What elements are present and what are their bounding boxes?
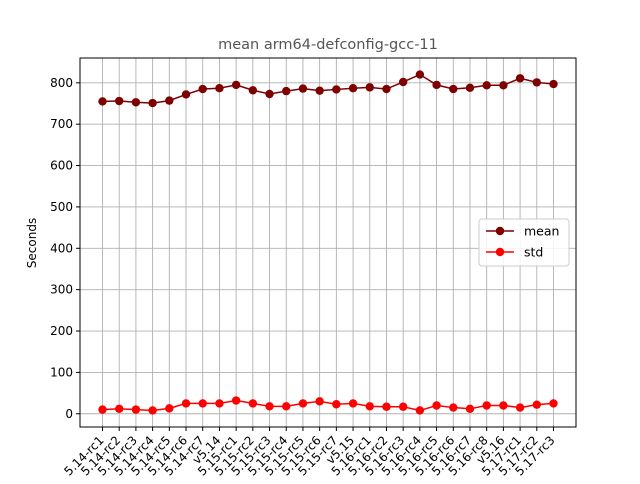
data-point [415,70,425,79]
data-point [98,97,107,106]
data-point [248,399,258,408]
data-point [265,89,274,99]
y-tick-label: 0 [65,407,73,421]
data-point [365,83,374,92]
tick-layer: 5.14-rc15.14-rc25.14-rc35.14-rc45.14-rc5… [50,76,558,479]
data-point [198,399,207,408]
data-point [265,402,274,411]
legend-item-mean: mean [486,224,559,239]
chart-title: mean arm64-defconfig-gcc-11 [218,37,438,53]
data-point [215,83,224,93]
legend-marker [495,247,505,257]
y-tick-label: 500 [50,200,73,214]
data-point [332,85,341,94]
data-point [215,399,224,408]
y-axis-label: Seconds [25,218,39,268]
data-point [398,77,408,87]
data-point [148,98,157,108]
data-point [248,86,258,95]
data-point [449,84,458,94]
legend: mean std [478,218,570,267]
data-point [115,96,124,106]
plot-frame [79,57,577,428]
data-point [432,80,441,90]
data-point [298,399,308,408]
data-point [348,399,358,408]
y-tick-label: 800 [50,76,73,90]
series-line [102,399,554,412]
data-point [415,406,425,415]
data-point [315,397,324,406]
data-point [499,401,508,410]
y-tick-label: 200 [50,324,73,338]
legend-label: mean [524,224,559,239]
y-tick-label: 300 [50,283,73,297]
data-point [198,84,207,94]
series-std [98,396,558,415]
data-point [231,396,241,405]
series-layer [98,70,558,415]
data-point [365,402,374,411]
data-point [382,402,391,411]
data-point [499,81,508,90]
data-point [348,83,358,93]
data-point [465,404,475,413]
data-point [432,401,441,410]
data-point [515,74,525,83]
data-point [181,90,191,99]
data-point [482,401,491,410]
y-tick-label: 600 [50,159,73,173]
series-mean [98,70,558,108]
data-point [131,98,141,107]
data-point [549,79,558,89]
y-tick-label: 700 [50,117,73,131]
legend-label: std [524,245,543,260]
data-point [181,399,191,408]
data-point [282,402,291,411]
series-line [102,73,554,104]
legend-marker [495,226,505,236]
data-point [382,84,391,94]
data-point [115,404,124,413]
data-point [148,406,157,415]
data-point [482,81,491,90]
data-point [131,405,141,414]
data-point [449,403,458,412]
data-point [98,405,107,414]
y-tick-label: 400 [50,241,73,255]
data-point [282,86,291,96]
data-point [298,84,308,93]
data-point [532,400,541,409]
data-point [315,86,324,95]
data-point [549,399,558,408]
data-point [532,78,541,87]
y-tick-label: 100 [50,365,73,379]
data-point [515,403,525,412]
data-point [398,402,408,411]
legend-item-std: std [486,245,543,260]
data-point [465,83,475,92]
data-point [165,404,174,413]
data-point [231,80,241,90]
data-point [165,96,174,105]
data-point [332,400,341,409]
